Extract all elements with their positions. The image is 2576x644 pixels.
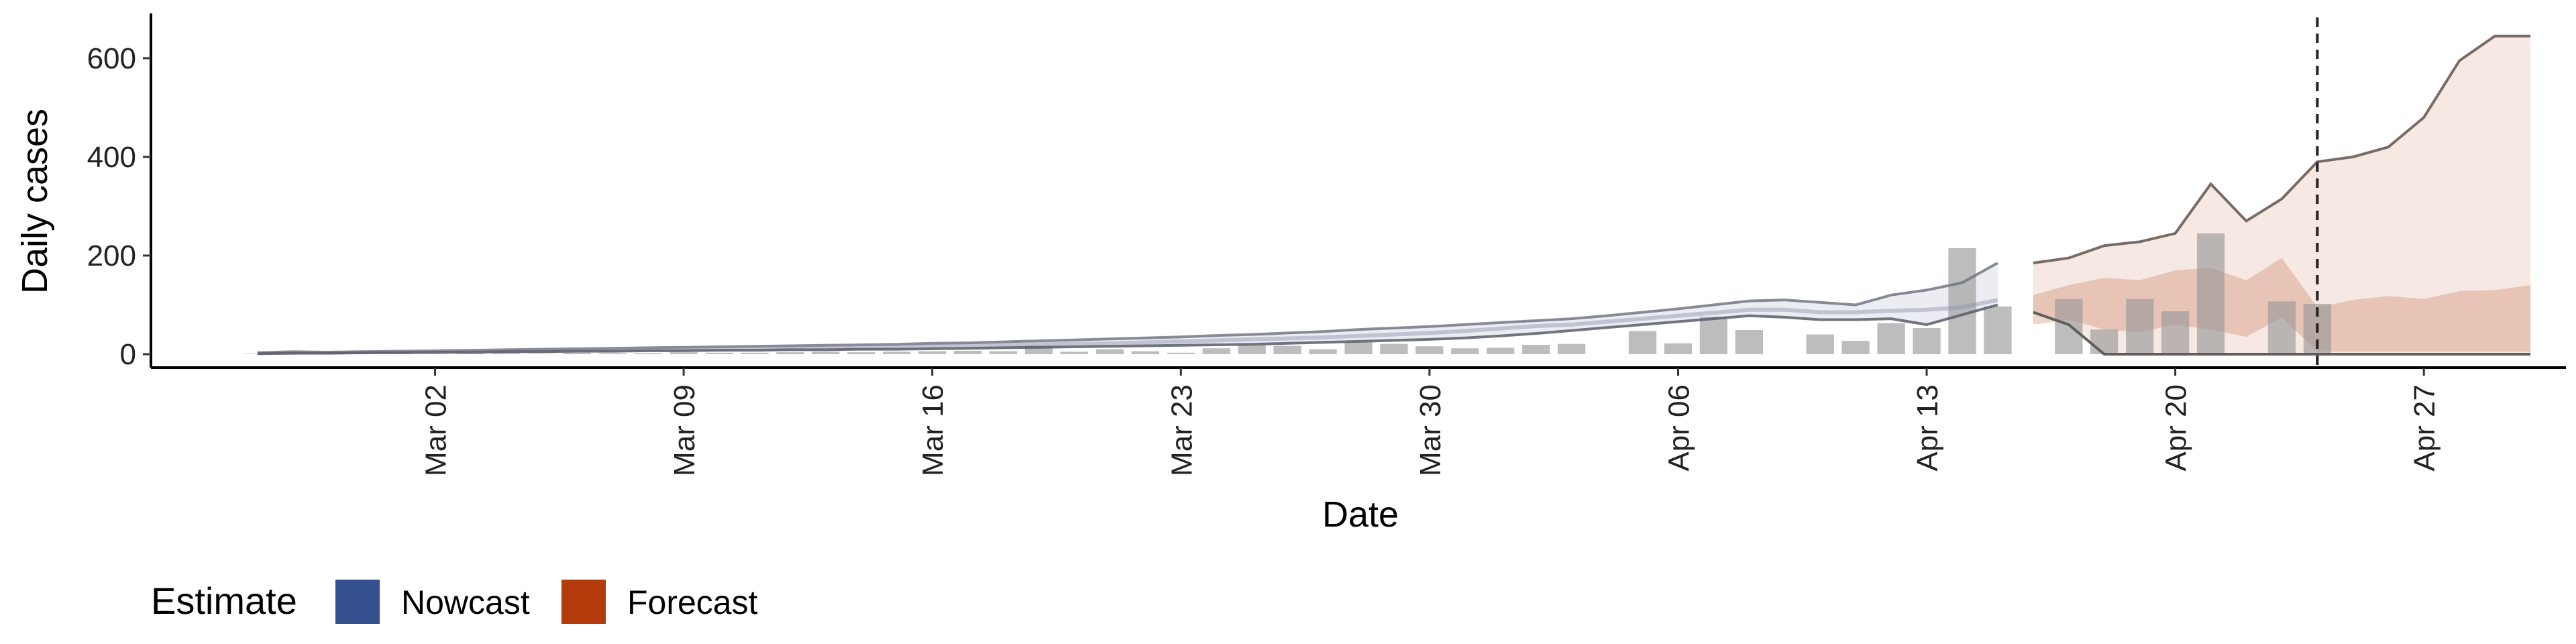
nowcast-upper-line: [257, 262, 1998, 354]
case-bar: [1344, 342, 1373, 354]
case-bar: [2126, 299, 2154, 354]
case-bar: [669, 352, 698, 354]
case-bar: [492, 353, 521, 354]
x-tick-label: Mar 16: [917, 384, 950, 476]
x-tick-label: Mar 09: [668, 384, 701, 476]
legend-swatch-nowcast: [335, 580, 380, 624]
x-tick-label: Mar 23: [1165, 384, 1198, 476]
case-bar: [1913, 328, 1941, 354]
case-bar: [1487, 347, 1515, 354]
case-bar: [989, 351, 1018, 354]
x-tick-label: Apr 13: [1911, 384, 1944, 472]
case-bar: [2090, 329, 2118, 354]
case-bar: [1877, 323, 1905, 354]
case-bar: [776, 352, 804, 354]
case-bar: [1628, 331, 1657, 354]
case-bar: [634, 353, 662, 354]
case-bar: [456, 353, 485, 354]
case-bar: [812, 352, 840, 354]
case-bar: [1131, 351, 1159, 354]
x-axis-title: Date: [1322, 494, 1399, 535]
legend: Estimate Nowcast Forecast: [151, 580, 758, 624]
forecast-upper-line: [2033, 34, 2531, 264]
case-bar: [1806, 334, 1834, 354]
case-bar: [1841, 341, 1870, 354]
case-bar: [598, 353, 627, 354]
x-tick-label: Apr 20: [2160, 384, 2193, 472]
forecast-outer-ribbon: [2033, 36, 2531, 354]
case-bar: [954, 350, 982, 354]
case-bar: [741, 352, 769, 354]
case-bar: [2161, 311, 2190, 354]
legend-label-forecast: Forecast: [627, 584, 758, 621]
case-bar: [2267, 301, 2296, 354]
forecast-lower-line: [2033, 311, 2531, 356]
axes: 0 200 400 600 Mar 02 Mar 09 Mar 16 Mar 23 Mar 30…: [87, 13, 2566, 476]
y-axis-title: Daily cases: [15, 109, 55, 294]
case-bar: [1167, 352, 1195, 354]
x-tick-label: Apr 27: [2408, 384, 2441, 472]
case-bar: [1309, 349, 1337, 354]
case-bar: [1948, 248, 1976, 354]
case-bar: [1415, 346, 1444, 354]
nowcast-lower-line: [257, 303, 1998, 356]
case-bar: [2055, 299, 2083, 354]
case-bar: [705, 352, 733, 354]
legend-swatch-forecast: [561, 580, 606, 624]
case-bar: [847, 352, 875, 354]
plot-area: [244, 17, 2531, 368]
case-bar: [2196, 233, 2225, 354]
case-bar: [1451, 348, 1479, 354]
case-bar: [1202, 348, 1230, 354]
case-bar: [1095, 349, 1124, 354]
legend-title: Estimate: [151, 580, 297, 622]
case-bar: [1522, 345, 1550, 354]
case-bar: [1664, 343, 1693, 354]
case-bar: [1558, 343, 1586, 354]
y-tick-label: 200: [87, 239, 136, 272]
case-bar: [1380, 343, 1408, 354]
case-bar: [1238, 345, 1266, 354]
case-bar: [1984, 306, 2012, 354]
case-bar: [1735, 330, 1763, 354]
y-tick-label: 400: [87, 141, 136, 174]
case-bar: [1273, 345, 1301, 354]
case-bar: [883, 352, 911, 354]
x-tick-label: Mar 30: [1414, 384, 1447, 476]
case-bar: [1060, 352, 1089, 354]
x-tick-label: Apr 06: [1663, 384, 1696, 472]
case-bar: [563, 352, 591, 354]
y-tick-label: 600: [87, 42, 136, 75]
y-tick-label: 0: [120, 338, 136, 371]
legend-label-nowcast: Nowcast: [401, 584, 530, 621]
case-bar: [918, 351, 947, 354]
case-bar: [1699, 317, 1728, 354]
x-tick-label: Mar 02: [420, 384, 453, 476]
